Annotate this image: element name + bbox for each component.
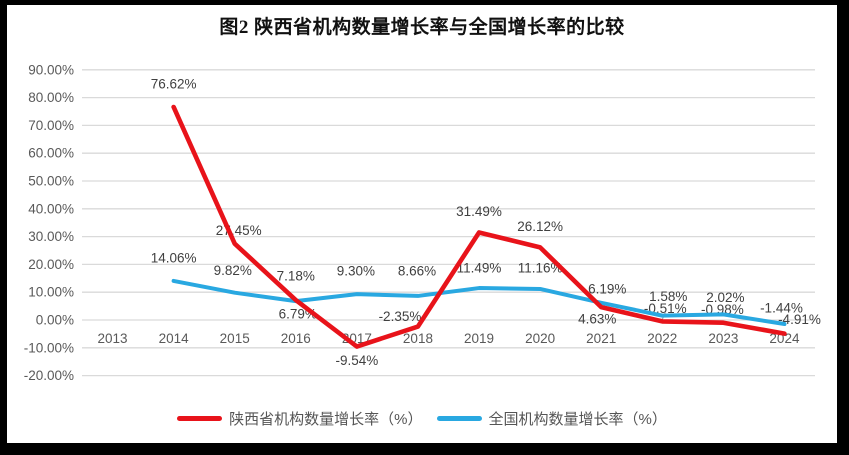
- national-series-swatch-icon: [436, 416, 482, 421]
- x-axis-tick-label: 2022: [647, 331, 677, 346]
- data-label: 1.58%: [649, 289, 687, 304]
- chart-title: 图2 陕西省机构数量增长率与全国增长率的比较: [219, 17, 625, 38]
- data-label: -9.54%: [335, 353, 378, 368]
- x-axis-tick-label: 2016: [281, 331, 311, 346]
- x-axis-tick-label: 2023: [708, 331, 738, 346]
- legend-label-shaanxi: 陕西省机构数量增长率（%）: [229, 411, 423, 428]
- x-axis-tick-label: 2021: [586, 331, 616, 346]
- data-label: 9.30%: [337, 264, 375, 279]
- data-label: 14.06%: [151, 250, 197, 265]
- x-axis-tick-label: 2014: [159, 331, 190, 346]
- data-label: 9.82%: [214, 263, 252, 278]
- legend-item-national: 全国机构数量增长率（%）: [436, 408, 667, 429]
- data-label: 6.19%: [588, 281, 626, 296]
- data-label: 4.63%: [578, 312, 616, 327]
- x-axis-tick-label: 2019: [464, 331, 494, 346]
- shaanxi-growth-line: [171, 104, 787, 349]
- y-axis-tick-label: 10.00%: [28, 285, 74, 300]
- data-label: 31.49%: [456, 204, 502, 219]
- national-growth-line: [171, 278, 787, 327]
- data-label: 11.49%: [457, 261, 502, 276]
- y-axis-tick-label: 50.00%: [28, 174, 74, 189]
- data-label: 2.02%: [706, 290, 744, 305]
- x-axis-tick-label: 2018: [403, 331, 433, 346]
- y-axis-tick-label: 90.00%: [28, 62, 74, 77]
- y-axis-tick-label: -10.00%: [24, 340, 74, 355]
- y-axis-tick-label: 40.00%: [28, 201, 74, 216]
- data-label: 11.16%: [518, 260, 563, 275]
- data-label: 27.45%: [216, 223, 262, 238]
- data-label: -1.44%: [760, 301, 803, 316]
- shaanxi-series-swatch-icon: [177, 416, 223, 421]
- y-axis-tick-label: 70.00%: [28, 118, 74, 133]
- data-label: -2.35%: [379, 309, 422, 324]
- data-label: 7.18%: [277, 269, 315, 284]
- x-axis-tick-label: 2024: [769, 331, 800, 346]
- data-label: 8.66%: [398, 263, 436, 278]
- data-label: 26.12%: [517, 219, 563, 234]
- chart-legend: 陕西省机构数量增长率（%） 全国机构数量增长率（%）: [7, 408, 837, 429]
- y-axis-tick-label: 30.00%: [28, 229, 74, 244]
- data-label: 76.62%: [151, 76, 197, 91]
- comparison-line-chart: 90.00% 80.00% 70.00% 60.00% 50.00% 40.00% 30.0…: [24, 62, 821, 383]
- y-axis-tick-label: 60.00%: [28, 146, 74, 161]
- legend-label-national: 全国机构数量增长率（%）: [488, 411, 667, 428]
- x-axis-tick-label: 2013: [98, 331, 128, 346]
- legend-item-shaanxi: 陕西省机构数量增长率（%）: [177, 408, 423, 429]
- x-axis-tick-label: 2020: [525, 331, 555, 346]
- chart-canvas: 图2 陕西省机构数量增长率与全国增长率的比较 90.00% 80.00% 70.00…: [7, 5, 837, 443]
- y-axis-tick-label: 0.00%: [36, 313, 74, 328]
- x-axis-tick-label: 2015: [220, 331, 250, 346]
- y-axis-tick-label: 20.00%: [28, 257, 74, 272]
- y-axis-tick-label: 80.00%: [28, 90, 74, 105]
- data-label: -4.91%: [778, 312, 821, 327]
- y-axis-tick-label: -20.00%: [24, 368, 74, 383]
